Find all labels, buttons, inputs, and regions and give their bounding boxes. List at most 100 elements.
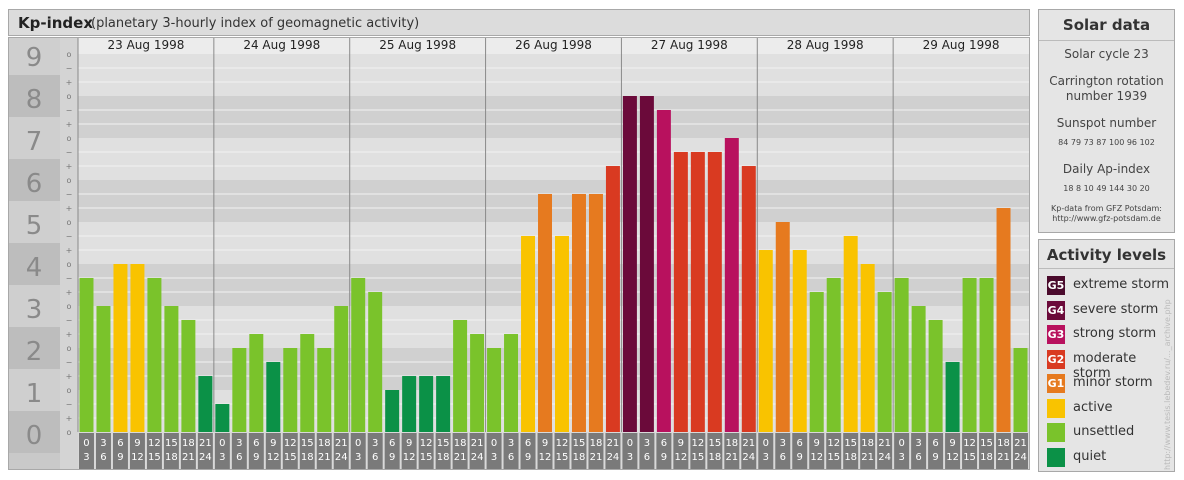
day-label: 26 Aug 1998 <box>515 38 592 52</box>
hour-cell <box>860 433 876 469</box>
kp-bar <box>215 403 230 432</box>
source-line-2: http://www.gfz-potsdam.de <box>1052 214 1161 223</box>
hour-label-top: 12 <box>963 438 976 449</box>
hour-cell <box>724 433 740 469</box>
hour-label-top: 0 <box>83 438 89 449</box>
hour-cell <box>435 433 451 469</box>
y-tick-label: 8 <box>26 85 43 115</box>
hour-cell <box>622 433 638 469</box>
hour-cell <box>656 433 672 469</box>
hour-label-top: 3 <box>780 438 786 449</box>
hour-cell <box>384 433 400 469</box>
kp-band <box>78 96 1029 138</box>
hour-cell <box>486 433 502 469</box>
kp-bar <box>639 96 654 432</box>
hour-label-top: 12 <box>148 438 161 449</box>
minor-mark-area <box>60 37 78 470</box>
hour-cell <box>843 433 859 469</box>
hour-cell <box>452 433 468 469</box>
hour-label-bottom: 12 <box>539 452 552 463</box>
minor-mark: o <box>67 344 72 353</box>
hour-label-bottom: 6 <box>915 452 921 463</box>
kp-band <box>78 222 1029 264</box>
hour-label-top: 0 <box>491 438 497 449</box>
legend-label: severe storm <box>1073 301 1159 317</box>
legend-label: moderate storm <box>1073 350 1137 381</box>
hour-label-top: 6 <box>117 438 123 449</box>
hour-cell <box>163 433 179 469</box>
solar-cycle: Solar cycle 23 <box>1064 47 1149 61</box>
kp-bar <box>538 193 552 432</box>
y-tick-label: 4 <box>26 253 43 283</box>
hour-label-bottom: 9 <box>797 452 803 463</box>
sunspot-title: Sunspot number <box>1056 116 1157 130</box>
kp-bar <box>758 250 773 432</box>
hour-cell <box>197 433 213 469</box>
hour-cell <box>928 433 944 469</box>
kp-bar <box>622 96 637 432</box>
hour-label-bottom: 9 <box>253 452 259 463</box>
hour-label-top: 6 <box>797 438 803 449</box>
hour-label-bottom: 15 <box>963 452 976 463</box>
kp-bar <box>996 208 1011 432</box>
hour-label-top: 0 <box>898 438 904 449</box>
day-label: 27 Aug 1998 <box>651 38 728 52</box>
minor-mark: − <box>66 400 73 409</box>
day-label: 23 Aug 1998 <box>107 38 184 52</box>
hour-cell <box>639 433 655 469</box>
hour-cell <box>911 433 927 469</box>
hour-cell <box>945 433 961 469</box>
day-label: 25 Aug 1998 <box>379 38 456 52</box>
hour-label-bottom: 6 <box>780 452 786 463</box>
hour-cell <box>299 433 315 469</box>
hour-label-bottom: 21 <box>861 452 874 463</box>
hour-label-bottom: 3 <box>491 452 497 463</box>
kp-bar <box>809 292 824 432</box>
minor-mark: − <box>66 316 73 325</box>
y-axis-cell <box>8 369 60 411</box>
hour-label-bottom: 6 <box>372 452 378 463</box>
minor-mark: o <box>67 92 72 101</box>
kp-bar <box>521 235 536 432</box>
kp-bar <box>334 306 349 432</box>
kp-bar <box>775 222 790 432</box>
hour-label-top: 9 <box>270 438 276 449</box>
hour-label-top: 21 <box>878 438 891 449</box>
hour-label-bottom: 24 <box>1014 452 1027 463</box>
hour-label-top: 18 <box>861 438 874 449</box>
hour-label-top: 9 <box>678 438 684 449</box>
hour-label-bottom: 24 <box>471 452 484 463</box>
hour-cell <box>469 433 485 469</box>
hour-label-bottom: 18 <box>844 452 857 463</box>
legend-item: active <box>1047 398 1177 419</box>
hour-label-bottom: 24 <box>335 452 348 463</box>
hour-label-bottom: 12 <box>674 452 687 463</box>
hour-label-bottom: 24 <box>199 452 212 463</box>
hour-cell <box>367 433 383 469</box>
date-header-band <box>78 37 1029 54</box>
hour-label-bottom: 9 <box>661 452 667 463</box>
hour-label-top: 6 <box>932 438 938 449</box>
hour-label-bottom: 24 <box>742 452 755 463</box>
hour-cell <box>282 433 298 469</box>
legend-label: extreme storm <box>1073 277 1170 292</box>
hour-label-top: 15 <box>708 438 721 449</box>
hour-label-top: 12 <box>420 438 433 449</box>
hour-cell <box>214 433 230 469</box>
hour-label-bottom: 6 <box>644 452 650 463</box>
kp-bar <box>368 292 383 432</box>
hour-label-top: 6 <box>253 438 259 449</box>
hour-label-bottom: 6 <box>100 452 106 463</box>
kp-bar <box>741 166 756 432</box>
kp-bar <box>436 376 451 432</box>
hour-cell <box>809 433 825 469</box>
kp-chart: 0123456789+o+o−+o−+o−+o−+o−+o−+o−+o−o−23… <box>8 37 1030 470</box>
chart-subtitle: (planetary 3-hourly index of geomagnetic… <box>91 16 420 31</box>
hour-cell <box>333 433 349 469</box>
day-label: 29 Aug 1998 <box>923 38 1000 52</box>
minor-mark: + <box>66 330 73 339</box>
hour-label-bottom: 18 <box>980 452 993 463</box>
minor-mark: − <box>66 64 73 73</box>
hour-label-bottom: 15 <box>691 452 704 463</box>
hour-cell <box>129 433 145 469</box>
